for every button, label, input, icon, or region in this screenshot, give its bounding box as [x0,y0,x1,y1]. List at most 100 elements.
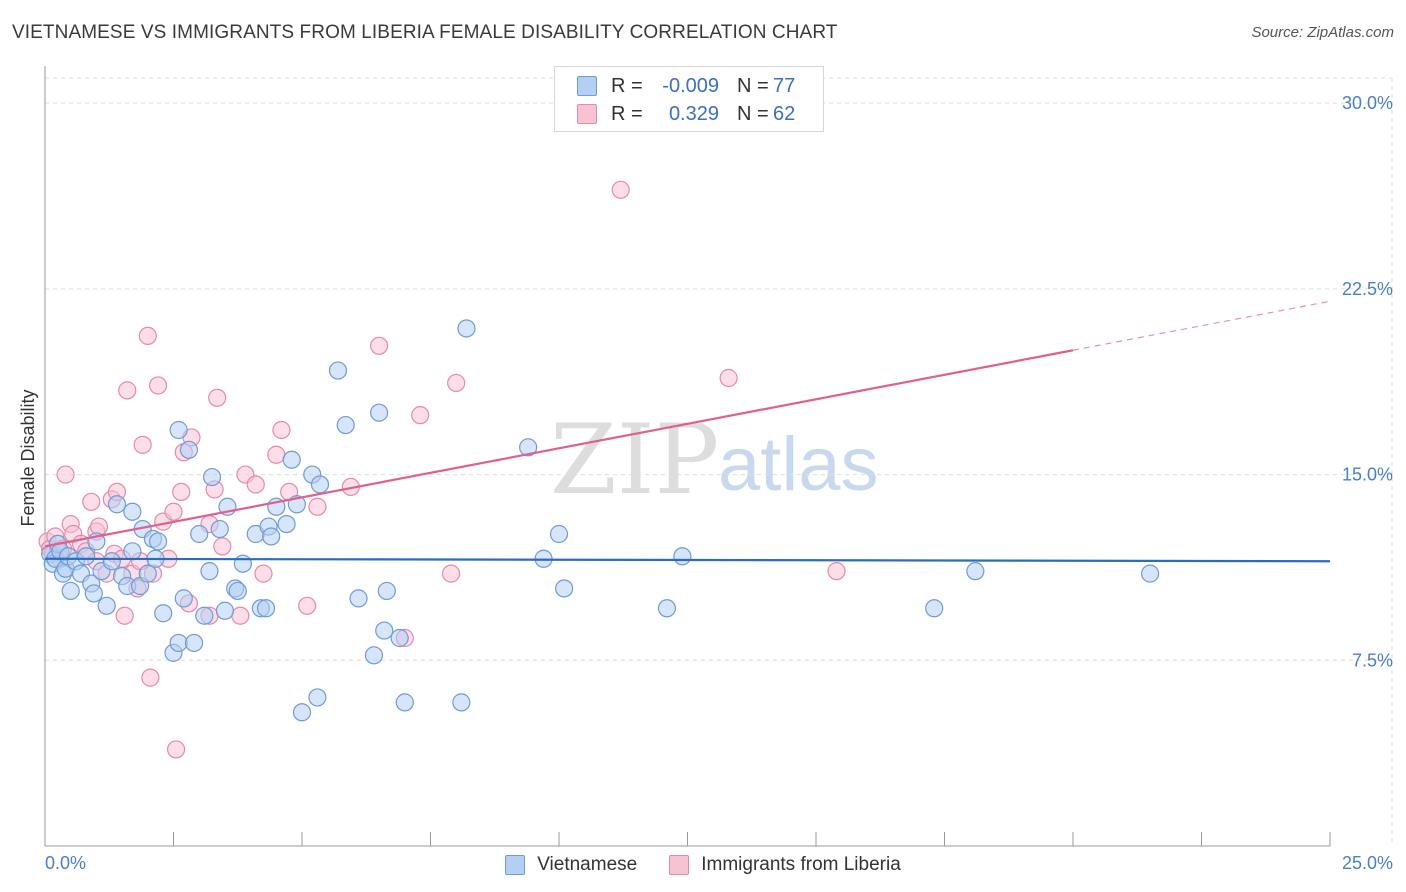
vietnamese-point [277,514,296,534]
vietnamese-point [364,646,384,665]
legend-r-value: -0.009 [662,74,719,97]
legend-r-value: 0.329 [668,102,719,125]
vietnamese-point [102,552,121,571]
vietnamese-trend-line [44,557,1331,563]
watermark-zip: ZIP [550,404,719,516]
vietnamese-point [349,589,368,608]
liberia-point [231,606,250,625]
chart-title: VIETNAMESE VS IMMIGRANTS FROM LIBERIA FE… [12,22,838,43]
vietnamese-point [202,467,222,487]
vietnamese-point [61,581,80,601]
vietnamese-points [41,319,1160,722]
liberia-point [138,326,157,346]
liberia-point [246,475,265,494]
trend-lines [44,300,1331,563]
vietnamese-point [97,596,116,615]
vietnamese-point [184,633,204,653]
vietnamese-point [308,688,327,707]
legend-swatch-blue [505,855,526,875]
vietnamese-point [457,319,476,338]
liberia-point [298,596,317,615]
y-axis-label: Female Disability [18,389,38,526]
liberia-point [208,388,227,407]
liberia-point [148,376,168,395]
series-legend: Vietnamese Immigrants from Liberia [0,852,1406,878]
vietnamese-point [107,495,127,514]
vietnamese-point [262,527,281,546]
liberia-point [308,497,327,516]
vietnamese-point [452,693,471,712]
legend-n-label: N = [737,102,769,125]
liberia-point [115,606,134,625]
legend-swatch-pink [669,855,690,875]
y-tick-label: 15.0% [1342,465,1393,485]
vietnamese-point [370,403,389,422]
vietnamese-point [375,621,394,640]
legend-label-liberia: Immigrants from Liberia [701,854,901,875]
liberia-point [447,373,466,393]
liberia-point [827,562,846,581]
legend-n-label: N = [737,74,769,97]
vietnamese-point [292,703,312,722]
vietnamese-point [195,606,214,625]
y-tick-label: 7.5% [1352,650,1393,670]
vietnamese-point [310,475,330,494]
vietnamese-point [200,562,219,581]
legend-n-value: 62 [773,102,796,125]
vietnamese-point [154,604,173,623]
legend-r-label: R = [611,74,643,97]
liberia-point [56,465,75,484]
liberia-point [82,492,101,511]
grid-lines [45,77,1393,846]
vietnamese-point [179,440,199,459]
vietnamese-point [657,599,677,618]
liberia-trend-line [44,349,1074,548]
source-label: Source: ZipAtlas.com [1251,24,1394,41]
liberia-point [441,564,461,583]
correlation-legend: R = -0.009 N = 77 R = 0.329 N = 62 [554,66,824,132]
vietnamese-point [1140,564,1160,583]
vietnamese-point [228,581,247,601]
vietnamese-point [174,589,193,608]
vietnamese-point [169,420,188,440]
x-tick-label: 0.0% [45,853,86,873]
vietnamese-point [84,584,103,603]
vietnamese-point [395,693,414,712]
vietnamese-point [555,579,574,598]
vietnamese-point [233,554,252,573]
x-tick-label: 25.0% [1342,853,1393,873]
liberia-point [411,406,430,425]
liberia-point [370,336,389,355]
liberia-point [213,537,232,556]
liberia-point [719,368,738,388]
axes [44,66,1331,847]
liberia-point [166,740,186,759]
y-tick-label: 30.0% [1342,93,1393,113]
vietnamese-point [123,502,142,521]
vietnamese-point [390,628,409,648]
vietnamese-point [256,599,276,618]
liberia-point [611,180,630,199]
legend-row-liberia: R = 0.329 N = 62 [577,101,795,127]
vietnamese-point [169,633,188,653]
vietnamese-point [282,450,301,469]
legend-label-vietnamese: Vietnamese [537,854,638,875]
watermark-atlas: atlas [718,422,879,507]
liberia-point [164,502,183,521]
vietnamese-point [328,361,348,380]
liberia-trend-line-extension [1072,300,1331,351]
legend-item-vietnamese[interactable]: Vietnamese [505,854,637,876]
vietnamese-point [966,562,985,581]
legend-swatch-pink [577,104,597,124]
vietnamese-point [377,581,396,601]
vietnamese-point [673,547,692,566]
legend-item-liberia[interactable]: Immigrants from Liberia [669,854,901,876]
vietnamese-point [138,564,157,583]
legend-r-label: R = [611,102,643,125]
legend-swatch-blue [577,76,597,96]
liberia-points [38,180,846,759]
vietnamese-point [123,542,142,561]
y-tick-label: 22.5% [1342,279,1393,299]
legend-row-vietnamese: R = -0.009 N = 77 [577,73,795,99]
